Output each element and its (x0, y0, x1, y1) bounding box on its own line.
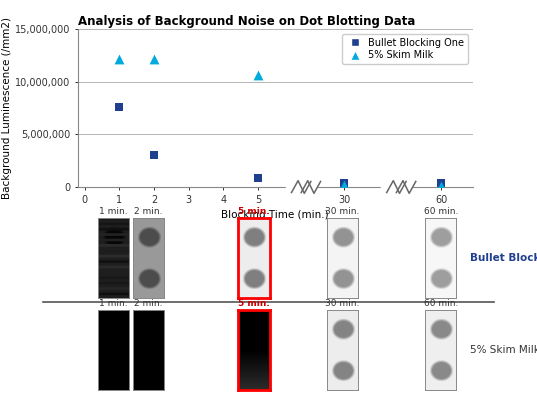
Legend: Bullet Blocking One, 5% Skim Milk: Bullet Blocking One, 5% Skim Milk (342, 34, 468, 65)
Text: 60 min.: 60 min. (424, 299, 458, 308)
Point (437, 182, 446, 189)
Text: 2 min.: 2 min. (134, 299, 163, 308)
Point (253, 72, 262, 79)
Bar (381, 178, 412, 196)
Text: 60 min.: 60 min. (424, 207, 458, 216)
Text: 5 min.: 5 min. (238, 207, 270, 216)
Point (253, 174, 262, 181)
Text: 2 min.: 2 min. (134, 207, 163, 216)
Text: 1 min.: 1 min. (99, 207, 127, 216)
Point (115, 56, 124, 62)
Point (150, 152, 158, 159)
Text: 1 min.: 1 min. (99, 299, 127, 308)
Point (340, 180, 349, 187)
Text: Bullet Blocking One: Bullet Blocking One (470, 253, 537, 263)
Text: 30 min.: 30 min. (325, 207, 359, 216)
Point (150, 56, 158, 62)
Text: 5% Skim Milk: 5% Skim Milk (470, 345, 537, 356)
Point (437, 180, 446, 187)
X-axis label: Blocking Time (min.): Blocking Time (min.) (221, 210, 329, 220)
Text: 5 min.: 5 min. (238, 299, 270, 308)
Point (340, 182, 349, 188)
Bar (286, 178, 317, 196)
Y-axis label: Background Luminescence (/mm2): Background Luminescence (/mm2) (2, 17, 12, 199)
Text: Analysis of Background Noise on Dot Blotting Data: Analysis of Background Noise on Dot Blot… (78, 15, 415, 28)
Point (115, 104, 124, 110)
Text: 30 min.: 30 min. (325, 299, 359, 308)
